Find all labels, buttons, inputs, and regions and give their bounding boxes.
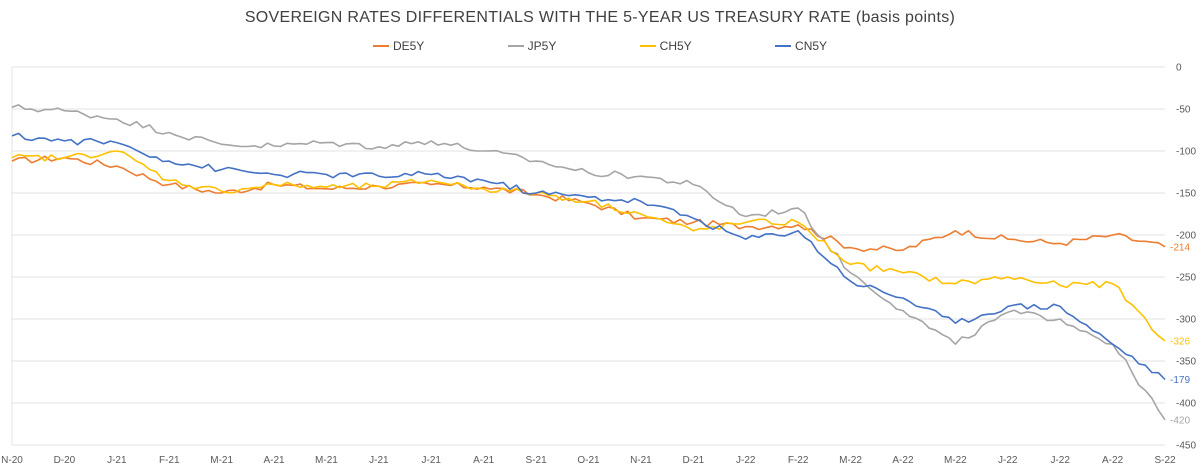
x-tick-label: A-22 (1102, 455, 1124, 466)
series-line-cn5y (11, 132, 1166, 381)
x-tick-label: F-22 (788, 455, 809, 466)
legend-item-cn5y: CN5Y (775, 39, 827, 53)
chart-title: SOVEREIGN RATES DIFFERENTIALS WITH THE 5… (244, 9, 956, 26)
x-tick-label: N-20 (1, 455, 23, 466)
legend-label-ch5y: CH5Y (659, 39, 692, 53)
legend-label-jp5y: JP5Y (527, 39, 557, 53)
x-tick-label: M-22 (839, 455, 862, 466)
end-label-ch5y: -326 (1170, 336, 1190, 347)
end-label-de5y: -214 (1170, 242, 1190, 253)
x-tick-label: J-21 (369, 455, 389, 466)
x-tick-label: J-22 (998, 455, 1018, 466)
x-tick-label: M-22 (944, 455, 967, 466)
y-tick-label: 0 (1176, 63, 1182, 74)
legend-swatch-ch5y (639, 45, 656, 47)
legend-item-jp5y: JP5Y (507, 39, 557, 53)
x-tick-label: S-21 (526, 455, 548, 466)
label-layer: 0 -50 -100 -150 -200 -250 -300 -350 -400 -450 N-20… (1, 63, 1196, 467)
y-tick-label: -100 (1176, 147, 1196, 158)
x-tick-label: J-21 (107, 455, 127, 466)
legend-item-de5y: DE5Y (372, 39, 425, 53)
x-tick-label: D-20 (54, 455, 76, 466)
y-tick-label: -50 (1176, 105, 1191, 116)
y-tick-label: -400 (1176, 399, 1196, 410)
y-tick-label: -250 (1176, 273, 1196, 284)
series-layer (11, 104, 1166, 421)
legend: DE5Y JP5Y CH5Y CN5Y (0, 36, 1200, 53)
legend-item-ch5y: CH5Y (639, 39, 692, 53)
series-line-jp5y (11, 104, 1166, 421)
x-tick-label: M-21 (210, 455, 233, 466)
y-tick-label: -450 (1176, 441, 1196, 452)
x-tick-label: M-21 (315, 455, 338, 466)
x-tick-label: O-21 (577, 455, 600, 466)
x-tick-label: J-22 (1050, 455, 1070, 466)
y-tick-label: -200 (1176, 231, 1196, 242)
x-tick-label: N-21 (630, 455, 652, 466)
x-tick-label: A-21 (473, 455, 495, 466)
legend-label-de5y: DE5Y (392, 39, 425, 53)
legend-swatch-cn5y (775, 45, 792, 47)
series-line-ch5y (11, 150, 1166, 342)
end-label-cn5y: -179 (1170, 375, 1190, 386)
end-label-jp5y: -420 (1170, 415, 1190, 426)
legend-swatch-de5y (372, 45, 389, 47)
y-tick-label: -350 (1176, 357, 1196, 368)
x-tick-label: A-22 (892, 455, 914, 466)
x-tick-label: D-21 (682, 455, 704, 466)
legend-swatch-jp5y (507, 45, 524, 47)
x-tick-label: A-21 (263, 455, 285, 466)
x-tick-label: J-22 (736, 455, 756, 466)
grid-layer (11, 66, 1165, 446)
y-tick-label: -150 (1176, 189, 1196, 200)
x-tick-label: F-21 (159, 455, 180, 466)
legend-label-cn5y: CN5Y (795, 39, 828, 53)
series-line-de5y (11, 155, 1166, 252)
y-tick-label: -300 (1176, 315, 1196, 326)
x-tick-label: S-22 (1154, 455, 1176, 466)
x-tick-label: J-21 (422, 455, 442, 466)
